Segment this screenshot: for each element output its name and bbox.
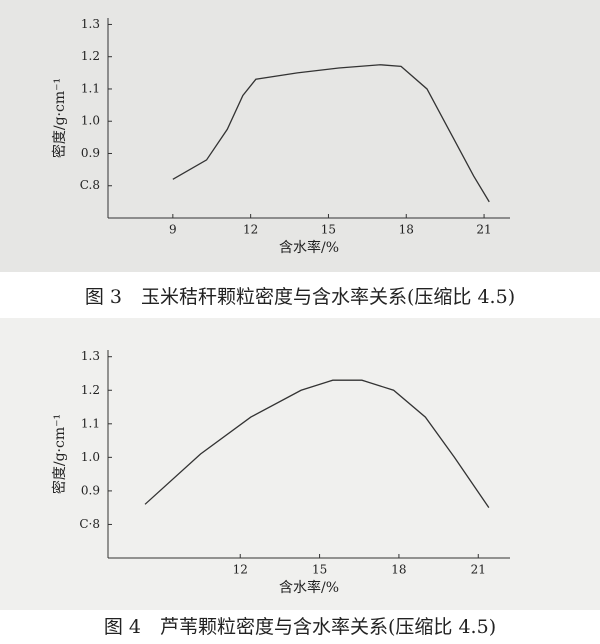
x-axis-label: 含水率/% — [279, 579, 339, 596]
y-tick-label: 1.2 — [81, 49, 100, 63]
y-tick-label: 1.0 — [81, 114, 100, 128]
y-axis-label: 密度/g·cm⁻¹ — [51, 78, 68, 158]
y-tick-label: 0.9 — [81, 483, 100, 497]
x-tick-label: 15 — [312, 563, 327, 577]
y-tick-label: 1.3 — [81, 17, 100, 31]
x-tick-label: 12 — [233, 563, 248, 577]
scan-background — [0, 0, 600, 272]
x-tick-label: 18 — [391, 563, 406, 577]
y-tick-label: 1.1 — [81, 416, 100, 430]
scan-background — [0, 318, 600, 610]
x-axis-label: 含水率/% — [279, 239, 339, 256]
y-tick-label: 1.3 — [81, 349, 100, 363]
y-tick-label: 1.1 — [81, 81, 100, 95]
x-tick-label: 12 — [243, 223, 258, 237]
y-tick-label: 0.9 — [81, 146, 100, 160]
y-axis-label: 密度/g·cm⁻¹ — [51, 414, 68, 494]
y-tick-label: C·8 — [79, 517, 100, 531]
y-tick-label: C.8 — [80, 178, 100, 192]
caption: 图 4 芦苇颗粒密度与含水率关系(压缩比 4.5) — [104, 616, 496, 638]
y-tick-label: 1.2 — [81, 383, 100, 397]
x-tick-label: 15 — [321, 223, 336, 237]
data-line — [172, 64, 490, 203]
x-tick-label: 9 — [169, 223, 177, 237]
caption: 图 3 玉米秸秆颗粒密度与含水率关系(压缩比 4.5) — [85, 286, 515, 308]
x-tick-label: 21 — [476, 223, 491, 237]
x-tick-label: 18 — [399, 223, 414, 237]
y-tick-label: 1.0 — [81, 450, 100, 464]
x-tick-label: 21 — [471, 563, 486, 577]
data-line — [144, 379, 490, 509]
